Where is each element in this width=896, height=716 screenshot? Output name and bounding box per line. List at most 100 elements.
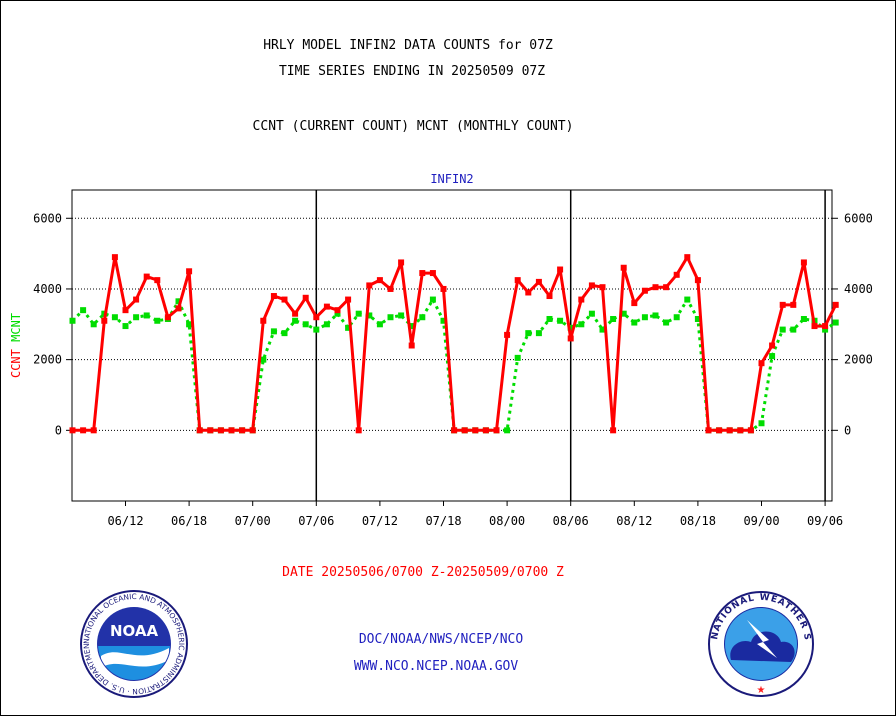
mcnt-point: [69, 317, 76, 324]
ccnt-point: [832, 301, 839, 308]
ccnt-point: [504, 331, 511, 338]
mcnt-point: [313, 326, 320, 333]
ccnt-point: [535, 278, 542, 285]
ccnt-point: [610, 427, 617, 434]
ccnt-point: [663, 284, 670, 291]
ccnt-point: [705, 427, 712, 434]
ccnt-point: [217, 427, 224, 434]
ccnt-point: [525, 289, 532, 296]
mcnt-point: [292, 317, 299, 324]
ccnt-point: [345, 296, 352, 303]
noaa-logo: NATIONAL OCEANIC AND ATMOSPHERIC ADMINIS…: [79, 590, 188, 698]
ccnt-point: [408, 342, 415, 349]
mcnt-point: [557, 317, 564, 324]
mcnt-point: [790, 326, 797, 333]
mcnt-point: [366, 312, 373, 319]
mcnt-point: [779, 326, 786, 333]
y-tick-label-left: 4000: [33, 282, 62, 296]
ccnt-point: [790, 301, 797, 308]
ccnt-point: [514, 277, 521, 284]
mcnt-point: [419, 314, 426, 321]
mcnt-point: [376, 321, 383, 328]
ccnt-point: [641, 287, 648, 294]
mcnt-point: [514, 354, 521, 361]
seagull-icon: [101, 648, 169, 668]
x-tick-label: 08/12: [616, 514, 652, 528]
y-tick-label-right: 2000: [844, 353, 873, 367]
mcnt-point: [588, 310, 595, 317]
mcnt-point: [535, 330, 542, 337]
ccnt-point: [716, 427, 723, 434]
mcnt-point: [80, 307, 87, 314]
x-tick-label: 08/00: [489, 514, 525, 528]
mcnt-point: [652, 312, 659, 319]
ccnt-point: [133, 296, 140, 303]
y-axis-label-part: CCNT: [9, 349, 23, 378]
ccnt-point: [228, 427, 235, 434]
ccnt-point: [111, 254, 118, 261]
ccnt-point: [567, 335, 574, 342]
mcnt-point: [769, 353, 776, 360]
mcnt-point: [758, 420, 765, 427]
mcnt-point: [111, 314, 118, 321]
x-tick-label: 09/06: [807, 514, 843, 528]
ccnt-point: [779, 301, 786, 308]
ccnt-point: [292, 310, 299, 317]
ccnt-point: [249, 427, 256, 434]
y-tick-label-left: 2000: [33, 353, 62, 367]
date-range-caption: DATE 20250506/0700 Z-20250509/0700 Z: [282, 565, 564, 580]
ccnt-point: [694, 277, 701, 284]
ccnt-point: [366, 282, 373, 289]
ccnt-point: [334, 307, 341, 314]
mcnt-point: [186, 321, 193, 328]
mcnt-point: [398, 312, 405, 319]
ccnt-point: [69, 427, 76, 434]
ccnt-point: [599, 284, 606, 291]
y-axis-label-part: MCNT: [9, 313, 23, 349]
mcnt-point: [260, 356, 267, 363]
ccnt-point: [376, 277, 383, 284]
mcnt-point: [270, 328, 277, 335]
mcnt-point: [599, 326, 606, 333]
ccnt-point: [451, 427, 458, 434]
mcnt-point: [387, 314, 394, 321]
noaa-wordmark: NOAA: [110, 622, 159, 640]
ccnt-point: [758, 360, 765, 367]
ccnt-point: [811, 323, 818, 330]
org-caption: DOC/NOAA/NWS/NCEP/NCO: [358, 632, 524, 647]
website-caption: WWW.NCO.NCEP.NOAA.GOV: [353, 659, 519, 674]
x-tick-label: 06/12: [107, 514, 143, 528]
ccnt-point: [80, 427, 87, 434]
ccnt-point: [440, 285, 447, 292]
panel-label: INFIN2: [430, 172, 473, 186]
ccnt-point: [673, 271, 680, 278]
ccnt-point: [472, 427, 479, 434]
x-tick-label: 07/06: [298, 514, 334, 528]
nws-logo: NATIONAL WEATHER SERVICE ★: [707, 590, 814, 697]
mcnt-point: [800, 315, 807, 322]
y-tick-label-right: 0: [844, 423, 851, 437]
mcnt-point: [684, 296, 691, 303]
ccnt-point: [631, 300, 638, 307]
mcnt-point: [334, 310, 341, 317]
mcnt-point: [663, 319, 670, 326]
y-tick-label-left: 6000: [33, 211, 62, 225]
mcnt-point: [429, 296, 436, 303]
mcnt-point: [122, 323, 129, 330]
ccnt-point: [578, 296, 585, 303]
ccnt-point: [90, 427, 97, 434]
chart-subtitle: CCNT (CURRENT COUNT) MCNT (MONTHLY COUNT…: [252, 119, 574, 134]
y-axis-label: CCNT MCNT: [9, 313, 23, 378]
ccnt-point: [239, 427, 246, 434]
ccnt-point: [557, 266, 564, 273]
ccnt-point: [747, 427, 754, 434]
lightning-icon: [747, 620, 777, 658]
x-tick-label: 07/00: [235, 514, 271, 528]
ccnt-point: [196, 427, 203, 434]
x-tick-label: 07/12: [362, 514, 398, 528]
x-tick-label: 07/18: [425, 514, 461, 528]
ccnt-point: [546, 293, 553, 300]
ccnt-point: [726, 427, 733, 434]
chart-title-line1: HRLY MODEL INFIN2 DATA COUNTS for 07Z: [263, 38, 553, 53]
